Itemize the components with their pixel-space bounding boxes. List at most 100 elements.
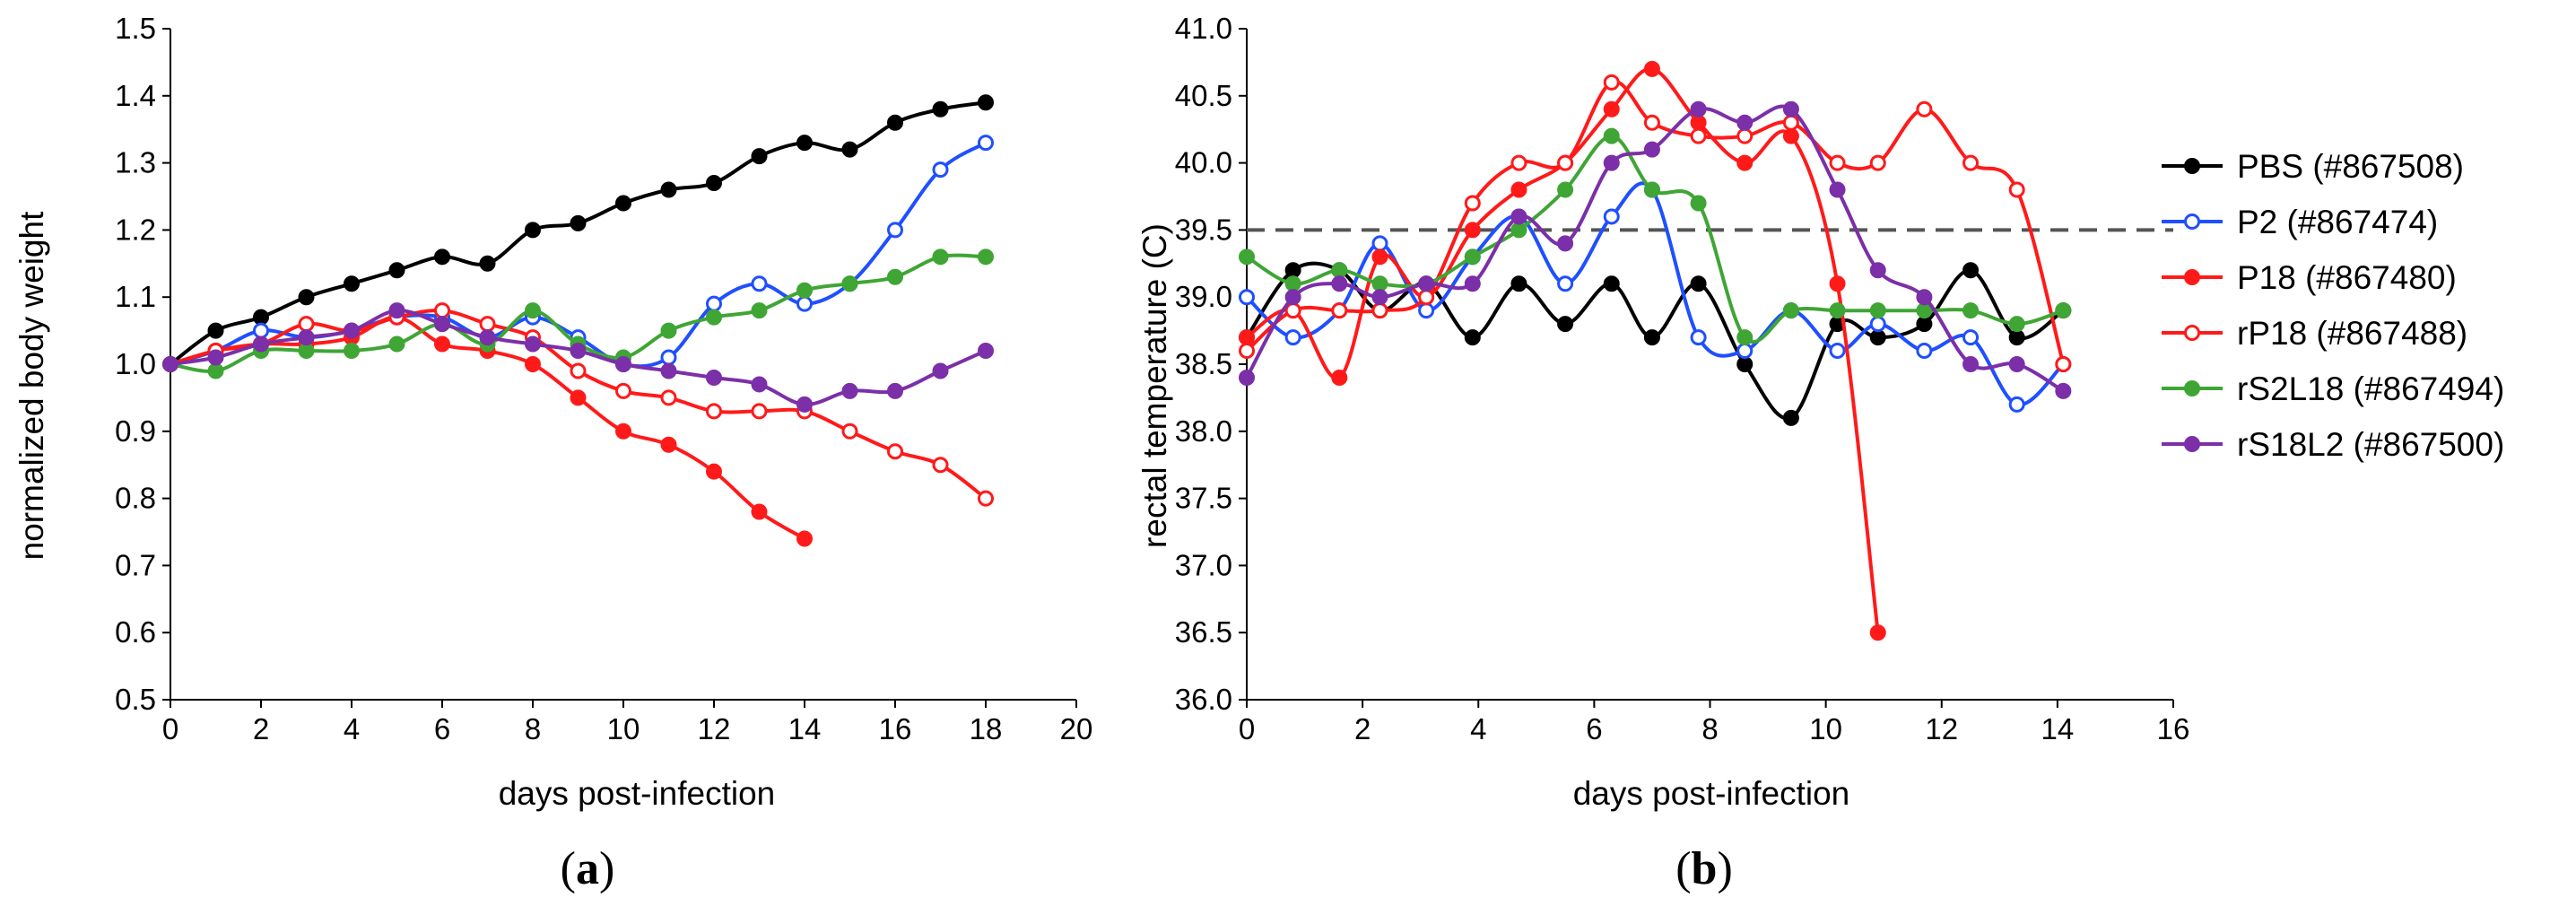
data-point — [1510, 181, 1527, 198]
panel-b-letter: b — [1692, 843, 1718, 894]
y-tick-label: 1.1 — [115, 280, 156, 313]
legend-label: PBS (#867508) — [2237, 148, 2464, 185]
chart-panel-b: rectal temperature (C) days post-infecti… — [1136, 12, 2189, 894]
data-point — [1239, 343, 1255, 360]
data-point — [434, 316, 450, 333]
data-point — [1869, 329, 1886, 346]
data-point — [660, 181, 677, 198]
panel-a-letter: a — [576, 843, 599, 894]
data-point — [1690, 275, 1707, 292]
data-point — [253, 336, 269, 353]
data-point — [615, 356, 631, 372]
data-point — [1643, 141, 1660, 158]
data-point — [344, 322, 360, 339]
data-point — [841, 275, 858, 292]
y-tick-label: 1.3 — [115, 146, 156, 179]
y-tick-label: 41.0 — [1175, 12, 1232, 45]
data-point — [615, 195, 631, 212]
data-point — [1418, 275, 1435, 292]
data-point — [751, 275, 768, 292]
data-point — [2055, 302, 2072, 319]
data-point — [978, 248, 994, 266]
y-tick-label: 39.0 — [1175, 280, 1232, 313]
data-point — [570, 343, 587, 360]
data-point — [1962, 329, 1980, 346]
legend-swatch-marker — [2184, 214, 2200, 230]
data-point — [1464, 275, 1481, 292]
data-point — [1510, 222, 1527, 239]
data-point — [660, 362, 677, 379]
data-point — [162, 356, 178, 372]
data-point — [1418, 302, 1435, 319]
y-tick-label: 0.8 — [115, 482, 156, 515]
data-point — [1916, 316, 1933, 333]
x-tick-label: 14 — [2041, 712, 2075, 745]
data-point — [570, 389, 587, 406]
data-point — [796, 282, 813, 299]
legend-entry: PBS (#867508) — [2162, 148, 2464, 185]
x-tick-label: 10 — [1809, 712, 1842, 745]
data-point — [932, 457, 949, 474]
data-point — [388, 302, 405, 319]
y-tick-label: 0.5 — [115, 683, 156, 716]
x-tick-label: 4 — [1470, 712, 1486, 745]
data-point — [1690, 329, 1707, 346]
data-point — [298, 343, 315, 360]
data-point — [1916, 343, 1933, 360]
legend-label: P2 (#867474) — [2237, 204, 2438, 240]
data-point — [1916, 302, 1933, 319]
data-point — [525, 222, 541, 239]
x-tick-label: 6 — [1586, 712, 1602, 745]
data-point — [479, 316, 496, 333]
y-tick-label: 40.5 — [1175, 79, 1232, 112]
x-tick-label: 12 — [1925, 712, 1958, 745]
legend-swatch-marker — [2184, 158, 2200, 174]
legend-label: rP18 (#867488) — [2237, 315, 2467, 352]
data-point — [570, 214, 587, 231]
y-tick-label: 1.2 — [115, 213, 156, 246]
data-point — [1557, 235, 1574, 252]
data-point — [1736, 127, 1754, 144]
x-tick-label: 10 — [607, 712, 640, 745]
data-point — [434, 302, 450, 319]
data-point — [1782, 114, 1799, 131]
data-point — [978, 94, 994, 111]
x-tick-label: 2 — [1354, 712, 1371, 745]
data-point — [1916, 100, 1933, 118]
data-point — [1510, 154, 1527, 171]
y-tick-label: 36.5 — [1175, 615, 1232, 649]
data-point — [1557, 154, 1574, 171]
legend-label: P18 (#867480) — [2237, 259, 2457, 296]
x-tick-label: 0 — [1239, 712, 1255, 745]
data-point — [751, 503, 768, 520]
x-tick-label: 12 — [698, 712, 731, 745]
data-point — [1869, 316, 1886, 333]
x-tick-label: 20 — [1060, 712, 1093, 745]
data-point — [1239, 369, 1255, 386]
data-point — [1239, 289, 1255, 306]
data-point — [887, 222, 903, 239]
legend-entry: rS18L2 (#867500) — [2162, 426, 2504, 463]
data-point — [887, 268, 903, 285]
data-point — [434, 248, 450, 266]
data-point — [751, 403, 768, 420]
data-point — [1284, 262, 1301, 279]
y-tick-label: 1.4 — [115, 79, 156, 112]
legend-swatch-marker — [2184, 380, 2200, 396]
data-point — [1782, 409, 1799, 426]
data-point — [298, 289, 315, 306]
data-point — [660, 322, 677, 339]
data-point — [751, 302, 768, 319]
data-point — [388, 336, 405, 353]
x-tick-label: 16 — [879, 712, 912, 745]
y-tick-label: 0.7 — [115, 548, 156, 581]
series-rs18l2 — [162, 302, 994, 413]
series-line — [169, 100, 988, 366]
data-point — [1643, 60, 1660, 77]
data-point — [1962, 154, 1980, 171]
data-point — [1736, 329, 1754, 346]
data-point — [706, 369, 722, 386]
data-point — [932, 161, 949, 179]
data-point — [615, 423, 631, 440]
data-point — [298, 329, 315, 346]
